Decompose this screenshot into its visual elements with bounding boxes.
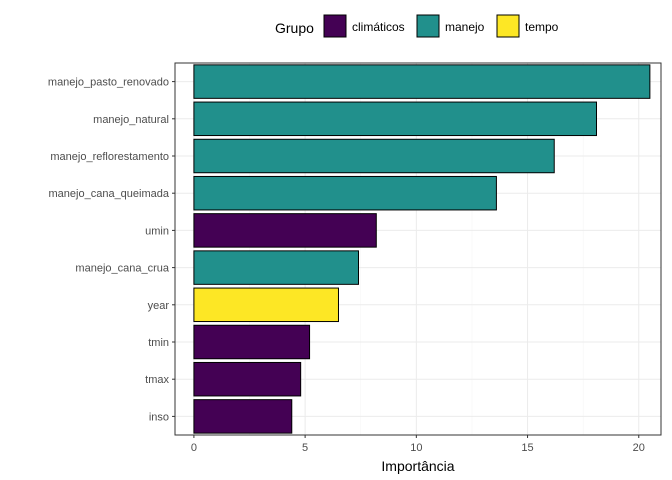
y-tick-label: tmin <box>148 337 169 349</box>
x-tick-label: 20 <box>633 442 645 454</box>
x-tick-label: 15 <box>521 442 533 454</box>
legend-key-climáticos <box>323 14 347 38</box>
x-axis: 0 5 10 15 20 <box>191 435 645 454</box>
legend-label: manejo <box>445 20 485 34</box>
bar-umin <box>193 213 377 248</box>
y-tick-label: manejo_cana_queimada <box>49 188 170 200</box>
plot-panel <box>174 62 662 436</box>
x-tick-label: 0 <box>191 442 197 454</box>
y-tick-label: manejo_reflorestamento <box>50 151 169 163</box>
bar-tmin <box>193 324 311 360</box>
legend-label: climáticos <box>352 20 405 34</box>
legend-title: Grupo <box>275 20 314 36</box>
x-tick-label: 5 <box>302 442 308 454</box>
bar-manejo_pasto_renovado <box>193 64 651 99</box>
legend-key-manejo <box>416 14 440 38</box>
y-tick-label: manejo_natural <box>93 114 169 126</box>
legend: Grupo climáticos manejo tempo <box>275 14 559 38</box>
y-tick-label: inso <box>149 411 169 423</box>
bar-manejo_cana_queimada <box>193 175 497 211</box>
bar-manejo_cana_crua <box>193 250 360 285</box>
x-axis-title: Importância <box>381 458 454 474</box>
y-tick-label: year <box>148 300 170 312</box>
bar-manejo_reflorestamento <box>193 138 555 174</box>
bar-year <box>193 287 339 323</box>
y-tick-label: manejo_pasto_renovado <box>48 77 169 89</box>
legend-key-tempo <box>496 14 520 38</box>
bar-tmax <box>193 361 302 397</box>
y-tick-label: manejo_cana_crua <box>75 263 169 275</box>
x-tick-label: 10 <box>410 442 422 454</box>
bar-manejo_natural <box>193 101 597 137</box>
y-tick-label: tmax <box>145 374 169 386</box>
y-axis: manejo_pasto_renovado manejo_naturalmanej… <box>48 77 175 423</box>
legend-label: tempo <box>525 20 559 34</box>
bar-inso <box>193 399 293 434</box>
y-tick-label: umin <box>145 225 169 237</box>
panel-border <box>174 62 662 436</box>
